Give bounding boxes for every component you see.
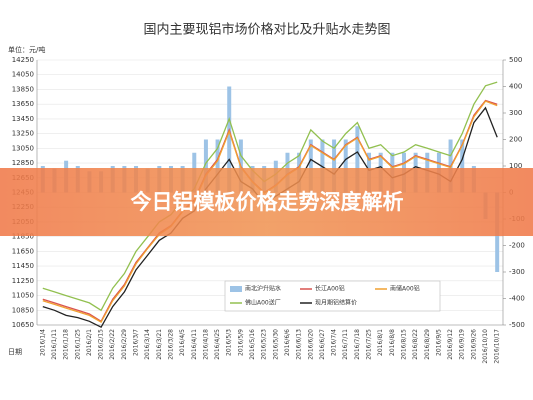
y2-tick-label: 400 bbox=[509, 83, 522, 91]
x-tick-label: 2016/4/5 bbox=[179, 329, 186, 356]
chart-title: 国内主要现铝市场价格对比及升贴水走势图 bbox=[143, 22, 390, 38]
x-tick-label: 2016/4/11 bbox=[191, 329, 198, 360]
x-tick-label: 2016/5/16 bbox=[249, 329, 256, 360]
x-tick-label: 2016/5/3 bbox=[226, 329, 233, 356]
y2-tick-label: 300 bbox=[509, 109, 522, 117]
legend-box bbox=[224, 280, 441, 312]
x-tick-label: 2016/1/4 bbox=[39, 329, 46, 356]
y-tick-label: 11450 bbox=[12, 262, 34, 270]
x-tick-label: 2016/1/18 bbox=[63, 329, 70, 360]
y-tick-label: 11250 bbox=[12, 277, 34, 285]
x-tick-label: 2016/9/5 bbox=[435, 329, 442, 356]
y-tick-label: 10850 bbox=[12, 306, 34, 314]
y-tick-label: 13650 bbox=[12, 100, 34, 108]
y-axis-label: 单位：元/吨 bbox=[8, 45, 45, 54]
x-tick-label: 2016/7/4 bbox=[331, 329, 338, 356]
bar bbox=[203, 139, 208, 193]
x-tick-label: 2016/9/26 bbox=[470, 329, 477, 360]
y2-tick-label: 100 bbox=[509, 162, 522, 170]
x-tick-label: 2016/7/11 bbox=[342, 329, 349, 360]
banner-text: 今日铝模板价格走势深度解析 bbox=[131, 190, 404, 214]
legend-label: 佛山A00送厂 bbox=[245, 299, 281, 307]
x-tick-label: 2016/7/25 bbox=[366, 329, 373, 360]
y-tick-label: 11050 bbox=[12, 292, 34, 300]
x-tick-label: 2016/8/1 bbox=[377, 329, 384, 356]
y-tick-label: 11650 bbox=[12, 247, 34, 255]
x-tick-label: 2016/6/13 bbox=[296, 329, 303, 360]
y-tick-label: 13450 bbox=[12, 115, 34, 123]
legend-swatch bbox=[230, 286, 242, 292]
x-tick-label: 2016/5/9 bbox=[237, 329, 244, 356]
y-tick-label: 12850 bbox=[12, 159, 34, 167]
bar bbox=[332, 139, 337, 193]
y-tick-label: 13250 bbox=[12, 130, 34, 138]
legend-label: 南储A00铝 bbox=[390, 285, 420, 293]
x-tick-label: 2016/8/15 bbox=[400, 329, 407, 360]
y-tick-label: 14050 bbox=[12, 71, 34, 79]
y-tick-label: 10650 bbox=[12, 321, 34, 329]
banner bbox=[0, 168, 533, 236]
bar bbox=[343, 139, 348, 193]
x-tick-label: 2016/2/1 bbox=[86, 329, 93, 356]
legend-label: 南北沪升贴水 bbox=[245, 285, 281, 293]
legend-label: 长江A00铝 bbox=[315, 285, 345, 293]
x-tick-label: 2016/6/27 bbox=[319, 329, 326, 360]
y-tick-label: 11850 bbox=[12, 233, 34, 241]
x-tick-label: 2016/8/8 bbox=[389, 329, 396, 356]
y2-tick-label: -500 bbox=[509, 321, 525, 329]
legend-label: 现月期铝结算价 bbox=[315, 299, 357, 307]
x-tick-label: 2016/9/19 bbox=[459, 329, 466, 360]
x-tick-label: 2016/7/18 bbox=[354, 329, 361, 360]
y2-tick-label: 500 bbox=[509, 56, 522, 64]
y2-tick-label: -400 bbox=[509, 295, 525, 303]
x-tick-label: 2016/6/6 bbox=[284, 329, 291, 356]
bar bbox=[227, 86, 232, 193]
x-tick-label: 2016/5/30 bbox=[272, 329, 279, 360]
x-tick-label: 2016/4/25 bbox=[214, 329, 221, 360]
x-tick-label: 2016/2/15 bbox=[98, 329, 105, 360]
x-tick-label: 2016/1/11 bbox=[51, 329, 58, 360]
x-tick-label: 2016/9/12 bbox=[447, 329, 454, 360]
x-tick-label: 2016/3/21 bbox=[156, 329, 163, 360]
x-tick-label: 2016/2/29 bbox=[121, 329, 128, 360]
x-axis-label: 日期 bbox=[8, 348, 22, 356]
x-tick-label: 2016/1/25 bbox=[74, 329, 81, 360]
y2-tick-label: 200 bbox=[509, 136, 522, 144]
y-tick-label: 13050 bbox=[12, 144, 34, 152]
x-tick-label: 2016/8/29 bbox=[424, 329, 431, 360]
x-tick-label: 2016/10/10 bbox=[482, 329, 489, 364]
x-tick-label: 2016/4/18 bbox=[202, 329, 209, 360]
x-tick-label: 2016/8/22 bbox=[412, 329, 419, 360]
y2-tick-label: -200 bbox=[509, 242, 525, 250]
bar bbox=[355, 126, 360, 193]
x-tick-label: 2016/5/23 bbox=[261, 329, 268, 360]
y-tick-label: 14250 bbox=[12, 56, 34, 64]
x-tick-label: 2016/10/17 bbox=[494, 329, 501, 364]
y2-tick-label: -300 bbox=[509, 268, 525, 276]
bar bbox=[308, 139, 313, 193]
x-tick-label: 2016/2/22 bbox=[109, 329, 116, 360]
y-tick-label: 13850 bbox=[12, 85, 34, 93]
bar bbox=[215, 139, 220, 193]
x-tick-label: 2016/3/7 bbox=[133, 329, 140, 356]
x-tick-label: 2016/3/14 bbox=[144, 329, 151, 360]
bar bbox=[460, 139, 465, 193]
x-tick-label: 2016/6/20 bbox=[307, 329, 314, 360]
x-tick-label: 2016/3/28 bbox=[167, 329, 174, 360]
